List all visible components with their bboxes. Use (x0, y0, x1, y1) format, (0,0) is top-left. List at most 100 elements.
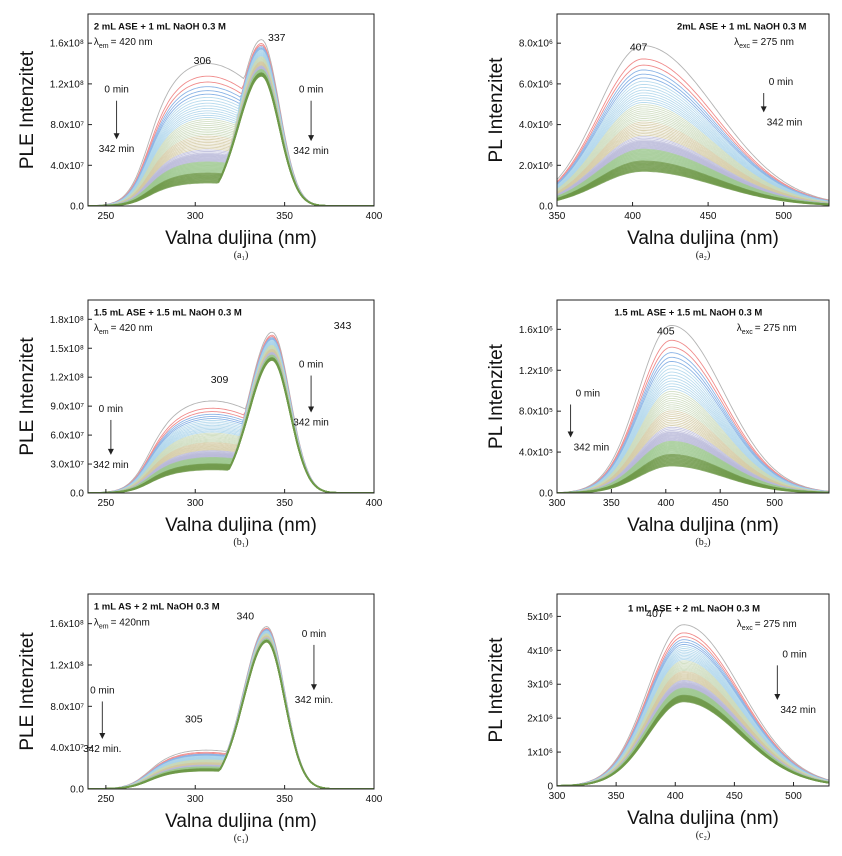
x-tick-label: 400 (667, 791, 684, 802)
spectrum-line (88, 61, 374, 206)
plot-frame (87, 299, 375, 494)
spectrum-line (88, 640, 374, 789)
spectrum-line (88, 632, 374, 789)
time-start-label: 0 min (299, 85, 323, 96)
peak-label: 405 (657, 326, 675, 338)
spectrum-line (88, 640, 374, 789)
plot-frame (556, 593, 830, 787)
spectrum-line (88, 635, 374, 789)
spectrum-line (88, 638, 374, 789)
panel-sublabel: (c₁) (234, 833, 249, 844)
lambda-subscript: em (99, 329, 109, 336)
panel-sublabel: (a₂) (696, 250, 711, 261)
spectrum-line (88, 640, 374, 789)
x-tick-label: 350 (276, 794, 293, 805)
x-tick-label: 350 (276, 498, 293, 509)
y-tick-label: 4.0x10⁶ (519, 120, 553, 131)
peak-label: 309 (211, 374, 229, 386)
spectrum-line (88, 342, 374, 493)
spectrum-line (88, 637, 374, 789)
spectra-curves-c1 (88, 626, 374, 789)
panel-sublabel: (b₂) (695, 537, 710, 548)
spectrum-line (88, 60, 374, 206)
spectrum-line (88, 64, 374, 206)
spectrum-line (88, 630, 374, 789)
y-tick-label: 6.0x10⁷ (50, 431, 84, 442)
x-axis-label: Valna duljina (nm) (165, 515, 317, 536)
spectrum-line (557, 324, 829, 493)
spectrum-line (88, 338, 374, 493)
spectrum-line (88, 633, 374, 789)
x-axis-label: Valna duljina (nm) (165, 228, 317, 249)
lambda-symbol: λ (94, 37, 99, 48)
y-tick-label: 1.2x10⁶ (519, 366, 553, 377)
y-axis-label: PL Intenzitet (486, 57, 507, 163)
y-tick-label: 1.2x10⁸ (50, 79, 84, 90)
x-tick-label: 450 (712, 498, 729, 509)
spectrum-line (88, 634, 374, 789)
spectrum-line (557, 364, 829, 493)
spectrum-line (88, 70, 374, 206)
spectrum-line (88, 346, 374, 493)
panel-sublabel: (a₁) (234, 250, 249, 261)
y-tick-label: 4.0x10⁷ (50, 161, 84, 172)
spectrum-line (88, 67, 374, 206)
y-tick-label: 3x10⁶ (527, 680, 553, 691)
spectrum-line (88, 639, 374, 789)
wavelength-annotation: λem = 420 nm (94, 37, 153, 50)
plot-frame (556, 299, 830, 494)
time-start-label: 0 min (299, 360, 323, 371)
time-arrow-head (760, 106, 767, 113)
y-axis-label: PLE Intenzitet (17, 337, 38, 456)
time-arrow-head (107, 448, 114, 455)
peak-label: 305 (185, 714, 203, 726)
lambda-subscript: em (99, 623, 109, 630)
wavelength-annotation: λem = 420 nm (94, 323, 153, 336)
spectrum-line (88, 347, 374, 493)
x-tick-label: 300 (187, 794, 204, 805)
spectrum-line (88, 634, 374, 789)
lambda-symbol: λ (94, 617, 99, 628)
spectrum-line (88, 626, 374, 789)
time-arrow-head (113, 133, 120, 140)
x-tick-label: 250 (98, 794, 115, 805)
x-tick-label: 500 (766, 498, 783, 509)
spectrum-line (88, 627, 374, 789)
spectrum-line (88, 342, 374, 493)
lambda-symbol: λ (734, 37, 739, 48)
spectrum-line (88, 356, 374, 493)
spectrum-line (88, 640, 374, 789)
lambda-subscript: exc (742, 329, 753, 336)
spectrum-line (557, 73, 829, 202)
spectrum-line (88, 50, 374, 206)
panel-title: 1.5 mL ASE + 1.5 mL NaOH 0.3 M (94, 308, 242, 319)
y-tick-label: 0.0 (539, 202, 553, 213)
y-tick-label: 1.6x10⁶ (519, 325, 553, 336)
wavelength-annotation: λexc = 275 nm (737, 323, 797, 336)
spectrum-line (88, 336, 374, 493)
x-tick-label: 300 (187, 211, 204, 222)
y-tick-label: 1x10⁶ (527, 748, 553, 759)
lambda-value: = 275 nm (752, 37, 794, 48)
spectrum-line (88, 640, 374, 789)
spectrum-line (88, 359, 374, 493)
peak-label: 340 (237, 610, 255, 622)
spectrum-line (557, 624, 829, 786)
spectrum-line (88, 628, 374, 789)
spectrum-line (88, 67, 374, 206)
lambda-value: = 275 nm (755, 323, 797, 334)
time-end-label: 342 min. (295, 695, 333, 706)
x-tick-label: 250 (98, 211, 115, 222)
panel-a2: 0.0 2.0x10⁶ 4.0x10⁶ 6.0x10⁶ 8.0x10⁶ 350 400 450… (486, 13, 830, 261)
spectrum-line (88, 72, 374, 206)
wavelength-annotation: λem = 420nm (94, 617, 150, 630)
time-end-label: 342 min (767, 117, 803, 128)
time-start-label: 0 min (104, 85, 128, 96)
spectrum-line (88, 66, 374, 206)
spectrum-line (88, 346, 374, 493)
time-end-label: 342 min (99, 144, 135, 155)
spectra-curves-a2 (557, 45, 829, 206)
spectrum-line (88, 637, 374, 789)
lambda-value: = 420 nm (111, 37, 153, 48)
